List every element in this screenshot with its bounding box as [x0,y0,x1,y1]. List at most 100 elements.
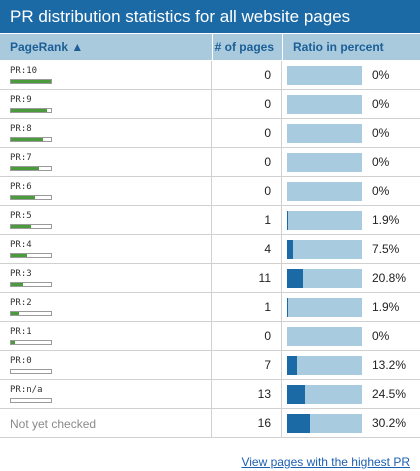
pagerank-bar [10,369,52,374]
table-row: Not yet checked 16 30.2% [0,409,420,438]
pagerank-cell: PR:7 [0,148,212,176]
pagerank-cell: PR:2 [0,293,212,321]
pages-count-cell: 0 [212,119,282,147]
pagerank-bar-fill [11,225,31,228]
table-row: PR:0 7 13.2% [0,351,420,380]
pagerank-label: PR:4 [10,240,32,250]
pagerank-label: PR:8 [10,124,32,134]
ratio-bar [287,210,362,230]
pagerank-label: PR:n/a [10,385,43,395]
pagerank-bar [10,340,52,345]
pagerank-label: PR:10 [10,66,38,76]
pages-count-cell: 11 [212,264,282,292]
ratio-cell: 30.2% [282,409,420,437]
not-checked-label: Not yet checked [10,417,97,431]
table-row: PR:4 4 7.5% [0,235,420,264]
ratio-percent: 30.2% [372,416,407,430]
ratio-bar-fill [287,384,306,404]
table-row: PR:7 0 0% [0,148,420,177]
pagerank-bar-fill [11,283,23,286]
table-row: PR:5 1 1.9% [0,206,420,235]
ratio-bar [287,181,362,201]
ratio-percent: 0% [372,126,390,140]
ratio-bar [287,152,362,172]
table-row: PR:8 0 0% [0,119,420,148]
page-title: PR distribution statistics for all websi… [0,0,420,33]
ratio-cell: 0% [282,148,420,176]
pagerank-cell: PR:1 [0,322,212,350]
table-body: PR:10 0 0% PR:9 0 0% PR:8 0 0% PR:7 0 0% PR:6 0 0% PR:5… [0,61,420,438]
ratio-percent: 0% [372,68,390,82]
ratio-percent: 0% [372,155,390,169]
pagerank-bar-fill [11,80,51,83]
ratio-percent: 7.5% [372,242,400,256]
ratio-bar [287,94,362,114]
table-row: PR:9 0 0% [0,90,420,119]
pagerank-cell: PR:5 [0,206,212,234]
pagerank-bar [10,195,52,200]
ratio-cell: 20.8% [282,264,420,292]
pages-count-cell: 0 [212,322,282,350]
ratio-bar [287,355,362,375]
table-row: PR:1 0 0% [0,322,420,351]
ratio-cell: 0% [282,90,420,118]
pagerank-cell: PR:9 [0,90,212,118]
ratio-bar-fill [287,413,310,433]
pages-count-cell: 13 [212,380,282,408]
ratio-cell: 1.9% [282,206,420,234]
pagerank-bar-fill [11,254,27,257]
ratio-cell: 7.5% [282,235,420,263]
ratio-bar [287,326,362,346]
pagerank-cell: PR:n/a [0,380,212,408]
pagerank-bar [10,137,52,142]
pagerank-bar-fill [11,341,15,344]
pagerank-bar [10,108,52,113]
ratio-column-header: Ratio in percent [282,34,420,60]
ratio-cell: 0% [282,177,420,205]
pagerank-label: PR:7 [10,153,32,163]
pagerank-cell: PR:4 [0,235,212,263]
ratio-bar [287,123,362,143]
view-highest-pr-link[interactable]: View pages with the highest PR [241,455,410,469]
pages-count-cell: 0 [212,61,282,89]
pages-count-cell: 7 [212,351,282,379]
ratio-bar-fill [287,297,289,317]
ratio-cell: 0% [282,322,420,350]
ratio-bar [287,297,362,317]
pagerank-label: PR:3 [10,269,32,279]
pagerank-label: PR:2 [10,298,32,308]
ratio-bar-fill [287,239,293,259]
ratio-percent: 13.2% [372,358,407,372]
ratio-bar-fill [287,268,303,288]
ratio-bar-fill [287,210,289,230]
ratio-percent: 1.9% [372,213,400,227]
pagerank-column-header[interactable]: PageRank ▲ [10,40,84,54]
pages-count-cell: 0 [212,177,282,205]
pagerank-bar-fill [11,138,43,141]
pages-count-cell: 4 [212,235,282,263]
pagerank-cell: PR:10 [0,61,212,89]
ratio-bar-fill [287,355,297,375]
pagerank-bar-fill [11,196,35,199]
pagerank-bar [10,398,52,403]
table-row: PR:3 11 20.8% [0,264,420,293]
ratio-percent: 20.8% [372,271,407,285]
pagerank-label: PR:5 [10,211,32,221]
ratio-percent: 0% [372,329,390,343]
pagerank-cell: PR:8 [0,119,212,147]
pagerank-label: PR:0 [10,356,32,366]
footer: View pages with the highest PR [0,455,420,469]
pagerank-label: PR:1 [10,327,32,337]
pagerank-bar [10,282,52,287]
ratio-bar [287,413,362,433]
pagerank-bar-fill [11,167,39,170]
ratio-percent: 1.9% [372,300,400,314]
ratio-cell: 24.5% [282,380,420,408]
pagerank-cell: Not yet checked [0,409,212,437]
ratio-bar [287,65,362,85]
pagerank-bar [10,311,52,316]
ratio-cell: 1.9% [282,293,420,321]
pagerank-label: PR:9 [10,95,32,105]
pagerank-cell: PR:0 [0,351,212,379]
ratio-cell: 13.2% [282,351,420,379]
